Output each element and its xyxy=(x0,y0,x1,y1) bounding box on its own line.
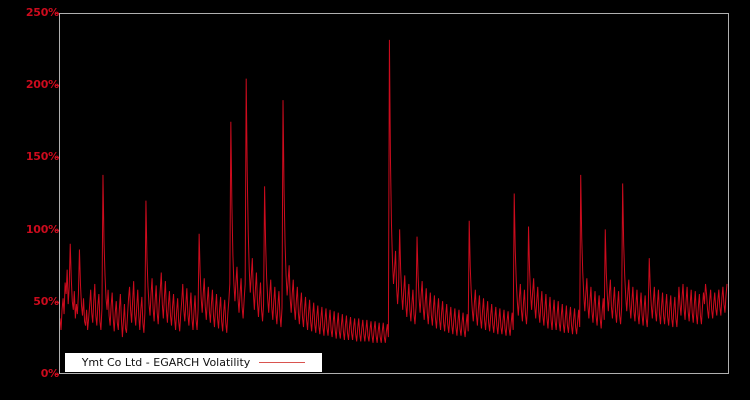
y-tick-mark xyxy=(55,374,59,375)
y-tick-mark xyxy=(55,157,59,158)
y-tick-label: 50% xyxy=(33,294,59,308)
y-tick-mark xyxy=(55,13,59,14)
y-tick-mark xyxy=(55,230,59,231)
y-tick-label: 200% xyxy=(25,78,59,92)
y-tick-mark xyxy=(55,302,59,303)
y-axis: 0% 50% 100% 150% 200% 250% xyxy=(0,0,59,400)
chart-legend: Ymt Co Ltd - EGARCH Volatility xyxy=(65,353,322,372)
egarch-volatility-line xyxy=(60,40,727,343)
y-tick-mark xyxy=(55,85,59,86)
legend-label: Ymt Co Ltd - EGARCH Volatility xyxy=(81,356,251,369)
plot-area xyxy=(59,13,729,374)
y-tick-label: 250% xyxy=(25,6,59,19)
legend-line-swatch xyxy=(259,362,306,363)
y-tick-label: 100% xyxy=(25,222,59,236)
y-tick-label: 0% xyxy=(40,367,59,380)
y-tick-label: 150% xyxy=(25,150,59,164)
series-line-svg xyxy=(60,14,728,373)
